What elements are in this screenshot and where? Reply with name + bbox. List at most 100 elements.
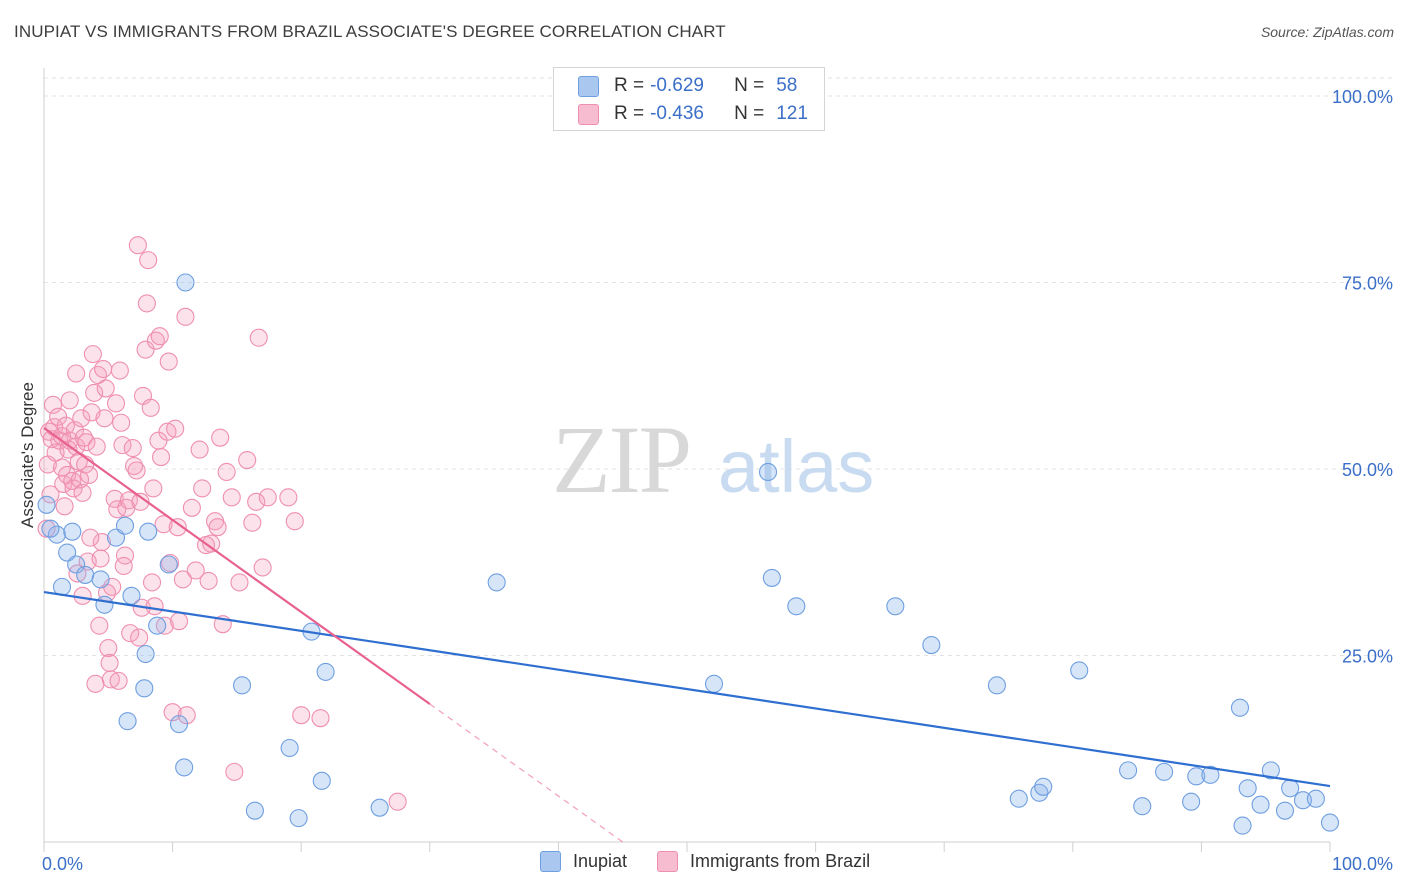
inupiat-point [1230,698,1250,717]
r-value: -0.436 [650,103,704,124]
brazil-point [137,294,156,313]
inupiat-point [136,644,155,664]
legend-item-brazil: Immigrants from Brazil [657,851,870,872]
inupiat-point [487,573,506,592]
gridlines [44,77,1395,656]
brazil-point [151,448,171,467]
brazil-point [96,379,115,398]
watermark-atlas: atlas [718,425,874,508]
brazil-swatch [578,103,599,125]
inupiat-swatch [578,75,599,97]
inupiat-point [312,771,331,790]
brazil-point [112,413,131,432]
brazil-point [230,573,249,592]
stats-legend: R = -0.629 N = 58 R = -0.436 N = 121 [553,67,825,131]
inupiat-trendline [43,591,1331,788]
brazil-point [83,345,102,364]
inupiat-points [37,273,1340,835]
inupiat-point [232,676,252,695]
brazil-point [90,616,109,635]
brazil-point [139,251,158,270]
inupiat-point [704,674,724,693]
brazil-point [202,534,221,553]
inupiat-point [280,738,299,758]
brazil-point [85,383,104,402]
brazil-point [222,488,241,507]
inupiat-point [762,568,781,587]
inupiat-point [987,676,1006,695]
brazil-point [168,518,187,537]
brazil-point [81,528,100,547]
brazil-point [86,674,105,693]
brazil-point [121,624,140,643]
brazil-point [106,394,126,413]
y-axis-label: Associate's Degree [18,382,37,528]
brazil-point [243,513,262,532]
inupiat-point [169,715,189,734]
watermark-zip: ZIP [552,406,690,513]
inupiat-point [758,462,778,482]
inupiat-point [1182,792,1201,811]
brazil-point [55,497,74,516]
brazil-point [79,465,99,485]
inupiat-point [1009,789,1028,808]
brazil-point [238,450,257,470]
inupiat-point [63,522,82,541]
brazil-point [154,515,173,534]
r-label: R = [614,75,645,96]
brazil-point [119,491,138,510]
brazil-point [43,395,63,414]
legend-item-inupiat: Inupiat [540,851,627,872]
brazil-legend-swatch [657,851,679,872]
inupiat-point [91,570,110,589]
brazil-legend-label: Immigrants from Brazil [690,851,871,871]
inupiat-point [370,798,389,817]
brazil-point [128,236,147,255]
inupiat-point [122,586,141,605]
brazil-point [144,479,163,498]
inupiat-point [1281,779,1300,798]
n-label: N = [734,103,765,124]
brazil-point [173,570,192,589]
y-tick-label: 25.0% [1342,647,1393,667]
legend-row-brazil: R = -0.436 N = 121 [554,100,808,128]
brazil-point [41,485,60,504]
brazil-point [208,518,227,537]
inupiat-point [1187,767,1206,786]
brazil-point [64,479,83,498]
inupiat-point [135,679,154,698]
inupiat-point [1251,795,1270,814]
brazil-point [127,461,146,480]
inupiat-point [1275,801,1295,820]
brazil-point [123,439,142,458]
regression-lines [43,427,1331,843]
brazil-point [141,398,160,417]
inupiat-point [316,662,335,681]
brazil-point [311,709,330,728]
brazil-points [37,236,407,811]
brazil-point [92,533,111,552]
brazil-trendline [43,427,431,705]
brazil-point [60,391,79,410]
brazil-point [292,706,311,725]
inupiat-point [1320,813,1340,832]
inupiat-point [886,597,905,616]
inupiat-point [922,636,941,655]
brazil-point [87,437,106,456]
inupiat-point [1261,761,1280,780]
brazil-point [225,762,244,781]
brazil-point [63,471,82,490]
brazil-point [91,549,110,568]
n-label: N = [734,75,765,96]
brazil-point [113,436,132,455]
brazil-point [169,612,189,631]
inupiat-point [1306,789,1325,808]
inupiat-point [67,555,86,574]
y-tick-label: 75.0% [1342,274,1393,294]
inupiat-point [176,273,195,292]
inupiat-legend-label: Inupiat [573,851,628,871]
brazil-point [182,498,201,517]
y-tick-label: 50.0% [1342,460,1393,480]
brazil-point [285,512,304,531]
